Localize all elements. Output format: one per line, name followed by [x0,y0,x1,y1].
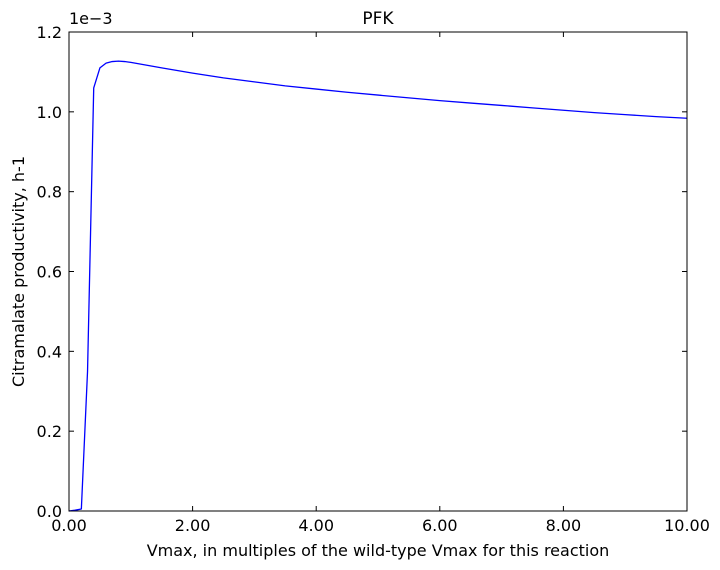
x-axis-label: Vmax, in multiples of the wild-type Vmax… [147,541,610,560]
y-tick-label: 0.8 [37,183,62,202]
y-tick-label: 0.6 [37,263,62,282]
chart-title: PFK [362,9,394,29]
y-tick-label: 0.2 [37,422,62,441]
y-tick-label: 0.4 [37,342,62,361]
plot-area-frame [68,31,688,512]
x-tick-label: 6.00 [422,516,458,535]
axis-tick-labels: 0.00 2.00 4.00 6.00 8.00 10.00 0.0 0.2 0.4 0.6 0.8… [37,23,710,535]
series-line [68,60,688,512]
y-tick-label: 1.0 [37,103,62,122]
x-tick-label: 4.00 [298,516,334,535]
series-lines [68,60,688,512]
x-tick-label: 0.00 [51,516,87,535]
x-tick-label: 2.00 [175,516,211,535]
y-tick-label: 0.0 [37,502,62,521]
x-tick-label: 10.00 [664,516,710,535]
x-tick-label: 8.00 [546,516,582,535]
y-axis-offset-label: 1e−3 [69,9,113,28]
y-axis-label: Citramalate productivity, h-1 [9,156,28,387]
y-tick-label: 1.2 [37,23,62,42]
